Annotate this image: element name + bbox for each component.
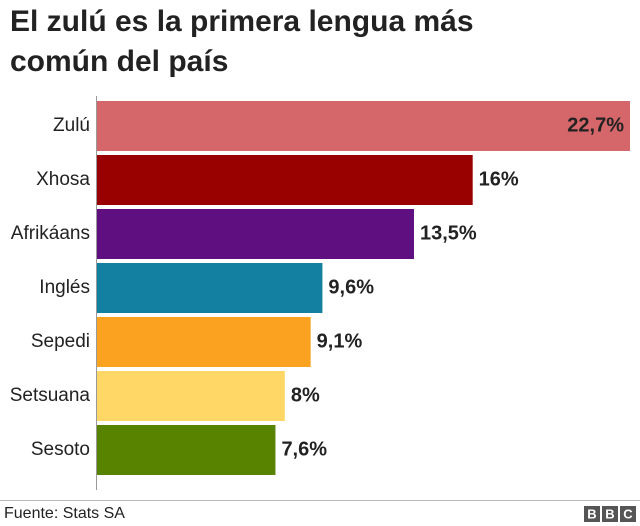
- logo-letter: B: [605, 506, 614, 521]
- y-tick-label: Inglés: [39, 277, 90, 298]
- data-label: 7,6%: [281, 438, 327, 460]
- logo-block: [620, 506, 636, 522]
- bar: [97, 101, 630, 151]
- data-label: 9,1%: [317, 330, 363, 352]
- data-label: 9,6%: [328, 276, 374, 298]
- y-tick-label: Afrikáans: [11, 223, 90, 244]
- source: Fuente: Stats SA: [4, 505, 125, 522]
- chart-title: El zulú es la primera lengua más común d…: [10, 5, 474, 78]
- y-tick-label: Xhosa: [36, 169, 90, 190]
- y-tick-label: Zulú: [53, 115, 90, 136]
- y-tick-label: Sepedi: [31, 331, 90, 352]
- y-tick-label: Setsuana: [10, 385, 91, 406]
- logo-block: [602, 506, 618, 522]
- data-label: 16%: [479, 168, 519, 190]
- bar: [97, 425, 276, 475]
- data-label: 13,5%: [420, 222, 477, 244]
- logo-letter: C: [623, 506, 633, 521]
- bar: [97, 209, 414, 259]
- bar: [97, 263, 323, 313]
- bar: [97, 371, 285, 421]
- data-label: 8%: [291, 384, 320, 406]
- y-tick-label: Sesoto: [31, 439, 90, 460]
- bar: [97, 155, 473, 205]
- bar: [97, 317, 311, 367]
- data-label: 22,7%: [567, 114, 624, 136]
- logo-letter: B: [587, 506, 596, 521]
- logo-block: [584, 506, 600, 522]
